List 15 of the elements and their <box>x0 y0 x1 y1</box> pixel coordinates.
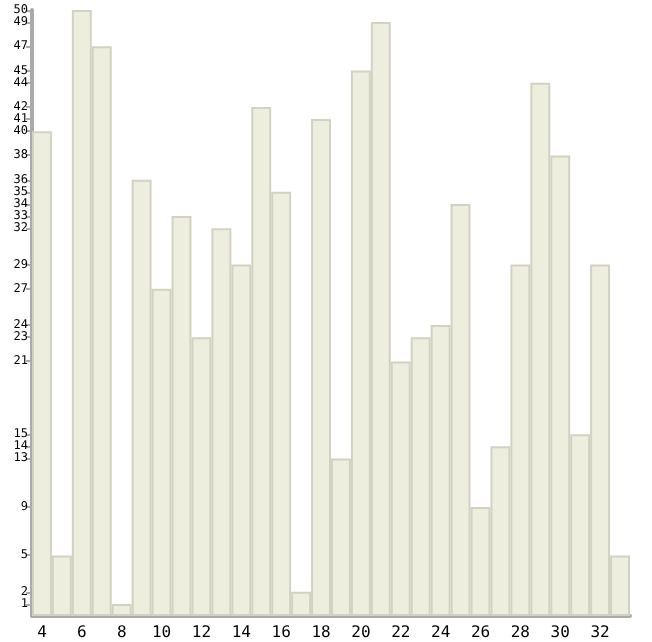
x-tick-label: 6 <box>77 623 88 641</box>
x-tick-label: 20 <box>351 623 371 641</box>
x-tick-label: 24 <box>430 623 451 641</box>
x-tick-label: 8 <box>116 623 127 641</box>
x-tick-label: 4 <box>37 623 48 641</box>
x-tick-label: 12 <box>191 623 212 641</box>
x-tick-label: 16 <box>271 623 292 641</box>
x-tick-label: 18 <box>311 623 332 641</box>
x-tick-label: 32 <box>590 623 611 641</box>
x-tick-label: 22 <box>391 623 411 641</box>
x-tick-label: 10 <box>151 623 172 641</box>
x-tick-label: 14 <box>231 623 252 641</box>
x-tick-label: 28 <box>510 623 531 641</box>
x-tick-label: 26 <box>470 623 491 641</box>
x-tick-label: 30 <box>550 623 571 641</box>
